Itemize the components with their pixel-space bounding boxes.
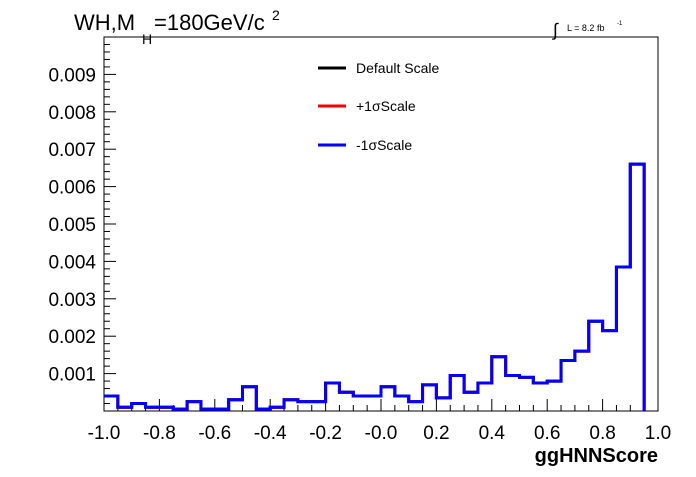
series-line-0 [104,162,646,411]
lumi-text: L = 8.2 fb [567,23,604,33]
chart-title: WH,M H =180GeV/c 2 [74,7,280,47]
y-tick-label: 0.002 [48,327,96,348]
y-tick-label: 0.004 [48,252,96,273]
legend-label: -1σScale [356,137,412,153]
y-tick-label: 0.003 [48,290,96,311]
y-tick-label: 0.009 [48,65,96,86]
x-tick-label: 0.8 [589,423,615,444]
x-tick-label: 0.2 [423,423,449,444]
x-tick-label: 0.4 [479,423,506,444]
y-tick-label: 0.006 [48,178,96,199]
title-superscript: 2 [272,7,280,23]
series-line-1 [104,162,646,411]
y-tick-label: 0.001 [48,365,96,386]
x-tick-label: -1.0 [88,423,121,444]
legend: Default Scale +1σScale -1σScale [318,60,439,153]
x-tick-label: -0.4 [254,423,287,444]
legend-label: Default Scale [356,60,439,76]
title-main: WH,M [74,10,135,35]
y-tick-label: 0.007 [48,140,96,161]
x-tick-label: -0.6 [198,423,231,444]
integral-symbol: ∫ [551,20,559,40]
x-tick-label: 0.6 [534,423,560,444]
y-axis: 0.001 0.002 0.003 0.004 0.005 0.006 0.007 0.008… [48,43,116,405]
x-tick-label: -0.2 [309,423,342,444]
series-line-2 [104,162,646,411]
y-tick-label: 0.008 [48,103,96,124]
y-tick-label: 0.005 [48,215,96,236]
x-axis-label: ggHNNScore [535,445,658,467]
luminosity-label: ∫ L = 8.2 fb -1 [551,20,623,40]
legend-label: +1σScale [356,98,416,114]
x-tick-label: -0.0 [365,423,398,444]
x-tick-label: 1.0 [645,423,671,444]
series-layer [104,162,646,411]
x-axis: -1.0 -0.8 -0.6 -0.4 -0.2 -0.0 0.2 0.4 0.6 0.8 1.0 [88,399,671,444]
lumi-superscript: -1 [617,21,623,27]
title-subscript: H [142,31,152,47]
x-tick-label: -0.8 [143,423,176,444]
title-rest: =180GeV/c [154,10,265,35]
